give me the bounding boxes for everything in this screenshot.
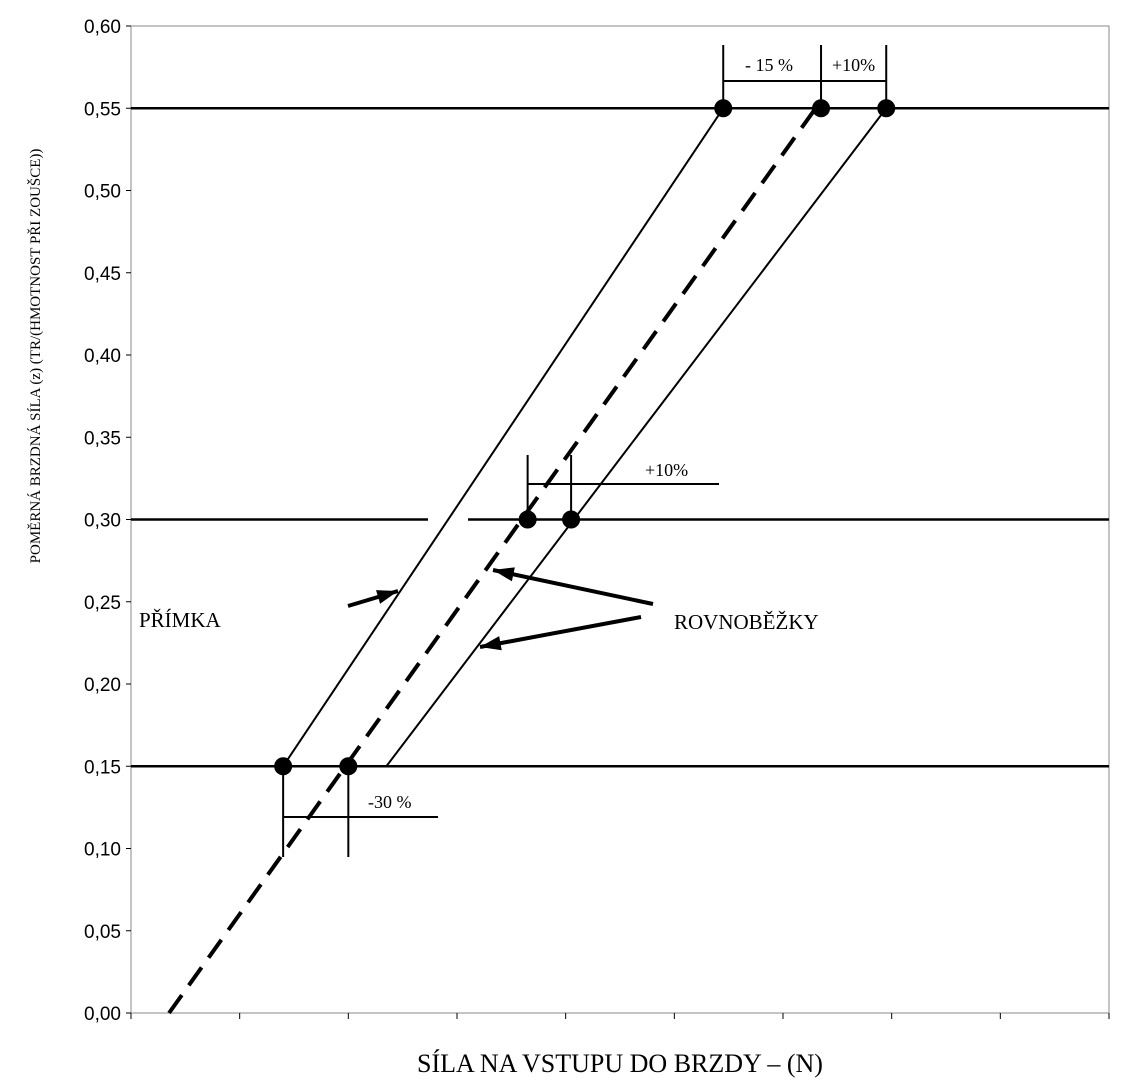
data-marker	[339, 757, 358, 776]
y-tick-label: 0,05	[84, 922, 121, 943]
y-tick-label: 0,35	[84, 428, 121, 449]
y-axis-label: POMĚRNÁ BRZDNÁ SÍLA (z) (TR/(HMOTNOST PŘ…	[27, 149, 44, 564]
y-tick-label: 0,00	[84, 1004, 121, 1025]
data-marker	[714, 99, 733, 118]
annotation-minus30: -30 %	[368, 792, 412, 812]
y-tick-label: 0,20	[84, 675, 121, 696]
data-marker	[562, 510, 581, 529]
data-marker	[877, 99, 896, 118]
y-tick-label: 0,45	[84, 264, 121, 285]
series-line	[385, 107, 888, 767]
y-axis: 0,00 0,05 0,10 0,15 0,20 0,25 0,30 0,35 0,40 0,45…	[84, 17, 131, 1025]
series-group	[167, 107, 888, 1015]
y-tick-label: 0,25	[84, 593, 121, 614]
y-tick-label: 0,15	[84, 757, 121, 778]
data-marker	[274, 757, 293, 776]
x-axis	[130, 1013, 1110, 1019]
x-axis-label: SÍLA NA VSTUPU DO BRZDY – (N)	[417, 1049, 823, 1078]
y-tick-label: 0,40	[84, 346, 121, 367]
y-tick-label: 0,50	[84, 182, 121, 203]
y-tick-label: 0,30	[84, 511, 121, 532]
arrow-shaft	[492, 568, 654, 606]
arrow-head	[493, 567, 515, 582]
arrow-head	[480, 636, 502, 651]
annotation-minus15: - 15 %	[745, 55, 793, 75]
arrow-shaft	[479, 615, 642, 649]
y-tick-label: 0,60	[84, 17, 121, 38]
annotation-plus10-top: +10%	[832, 55, 875, 75]
tolerance-brackets	[282, 45, 888, 857]
data-marker	[518, 510, 537, 529]
annotation-rovnobezky: ROVNOBĚŽKY	[674, 610, 819, 634]
data-marker	[812, 99, 831, 118]
annotation-arrows	[347, 567, 654, 651]
markers-group	[274, 99, 896, 776]
y-tick-label: 0,10	[84, 840, 121, 861]
annotation-primka: PŘÍMKA	[139, 608, 222, 632]
annotation-plus10-mid: +10%	[645, 460, 688, 480]
series-line	[282, 107, 725, 767]
arrow-head	[376, 590, 398, 604]
series-line	[167, 107, 818, 1015]
y-tick-label: 0,55	[84, 99, 121, 120]
